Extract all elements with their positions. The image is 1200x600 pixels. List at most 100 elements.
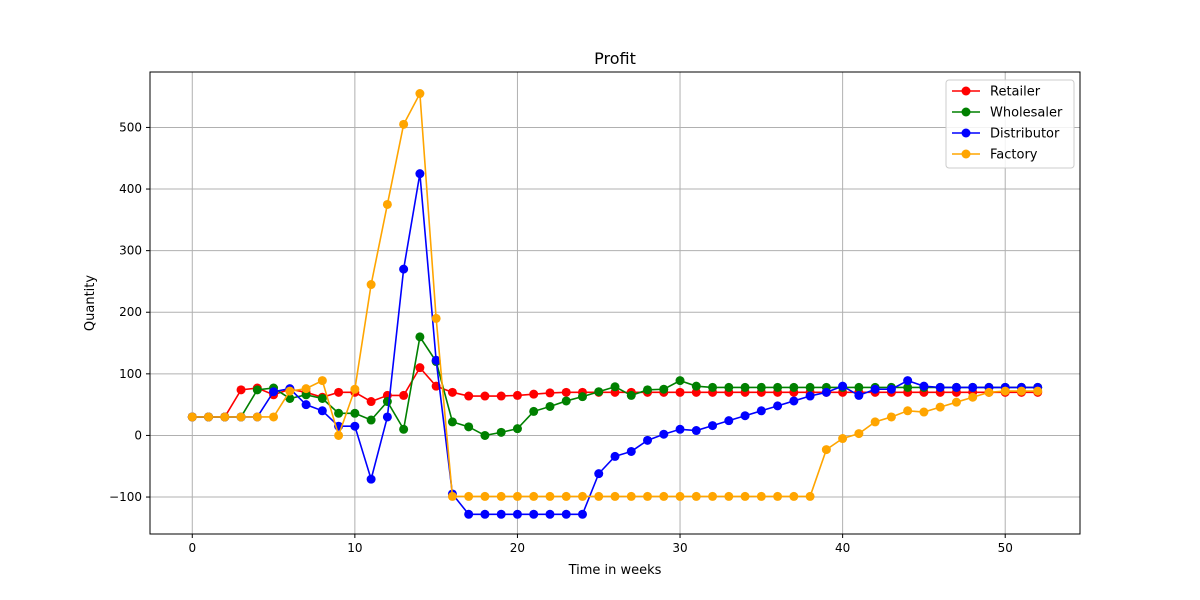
data-point-factory [529,491,539,501]
data-point-retailer [399,390,409,400]
data-point-distributor [545,509,555,519]
data-point-wholesaler [561,396,571,406]
data-point-distributor [805,391,815,401]
data-point-distributor [366,474,376,484]
data-point-factory [399,119,409,129]
data-point-retailer [496,391,506,401]
plot-frame [149,71,1081,535]
data-point-factory [1000,386,1010,396]
data-point-factory [1016,386,1026,396]
data-point-factory [659,491,669,501]
data-point-factory [496,491,506,501]
data-point-factory [480,491,490,501]
data-point-wholesaler [675,376,685,386]
data-point-wholesaler [512,424,522,434]
ticks: 0 10 20 30 40 50 −100 0 100 200 300 400 500 [109,120,1013,555]
data-point-distributor [350,421,360,431]
data-point-distributor [870,384,880,394]
data-point-factory [773,491,783,501]
data-point-distributor [626,446,636,456]
data-point-distributor [789,396,799,406]
legend-label: Factory [990,148,1038,163]
legend-item-distributor: Distributor [952,127,1060,142]
data-point-distributor [821,387,831,397]
data-point-factory [187,412,197,422]
data-point-wholesaler [301,390,311,400]
data-point-factory [512,491,522,501]
data-point-wholesaler [708,382,718,392]
data-point-distributor [269,387,279,397]
legend-item-wholesaler: Wholesaler [952,106,1063,121]
data-point-factory [756,491,766,501]
data-point-retailer [415,363,425,373]
data-point-wholesaler [659,384,669,394]
data-point-retailer [529,389,539,399]
data-point-factory [334,430,344,440]
legend-marker [961,149,971,159]
data-point-distributor [854,390,864,400]
legend: Retailer Wholesaler Distributor Factory [945,79,1075,169]
legend-marker [961,128,971,138]
y-axis-label: Quantity [83,275,98,331]
data-point-distributor [512,509,522,519]
data-point-factory [204,412,214,422]
data-point-retailer [512,390,522,400]
data-point-retailer [691,387,701,397]
data-point-wholesaler [382,397,392,407]
data-point-wholesaler [789,382,799,392]
data-point-wholesaler [529,406,539,416]
series-factory [187,89,1043,501]
data-point-wholesaler [350,408,360,418]
data-point-factory [821,445,831,455]
data-point-factory [382,199,392,209]
data-point-factory [301,384,311,394]
data-point-factory [285,386,295,396]
legend-label: Wholesaler [990,106,1063,121]
data-point-wholesaler [399,424,409,434]
data-point-wholesaler [691,381,701,391]
data-point-factory [838,434,848,444]
data-point-wholesaler [464,422,474,432]
data-point-factory [724,491,734,501]
data-point-factory [561,491,571,501]
data-point-distributor [577,509,587,519]
data-point-wholesaler [480,430,490,440]
data-point-factory [919,407,929,417]
data-point-retailer [447,387,457,397]
data-point-wholesaler [447,417,457,427]
data-point-factory [415,89,425,99]
data-point-distributor [496,509,506,519]
data-point-factory [447,491,457,501]
data-point-factory [968,392,978,402]
data-point-distributor [301,400,311,410]
data-point-factory [854,429,864,439]
data-point-factory [269,412,279,422]
data-point-distributor [399,264,409,274]
data-point-wholesaler [285,393,295,403]
data-point-factory [366,280,376,290]
x-tick-label: 40 [835,541,850,555]
legend-marker [961,86,971,96]
series-line-factory [192,90,1038,498]
data-point-retailer [545,388,555,398]
data-point-factory [951,397,961,407]
x-axis-label: Time in weeks [568,563,662,578]
data-point-distributor [480,509,490,519]
y-tick-label: 0 [134,428,142,442]
data-point-distributor [610,451,620,461]
data-point-factory [805,491,815,501]
data-point-distributor [659,429,669,439]
data-point-factory [870,417,880,427]
data-point-distributor [919,381,929,391]
data-point-distributor [643,435,653,445]
data-point-retailer [561,387,571,397]
data-point-retailer [464,391,474,401]
data-point-factory [984,387,994,397]
y-tick-label: −100 [109,490,142,504]
data-point-distributor [594,469,604,479]
data-point-wholesaler [496,427,506,437]
data-point-wholesaler [643,385,653,395]
data-point-distributor [724,416,734,426]
data-point-wholesaler [252,385,262,395]
data-point-factory [1033,386,1043,396]
